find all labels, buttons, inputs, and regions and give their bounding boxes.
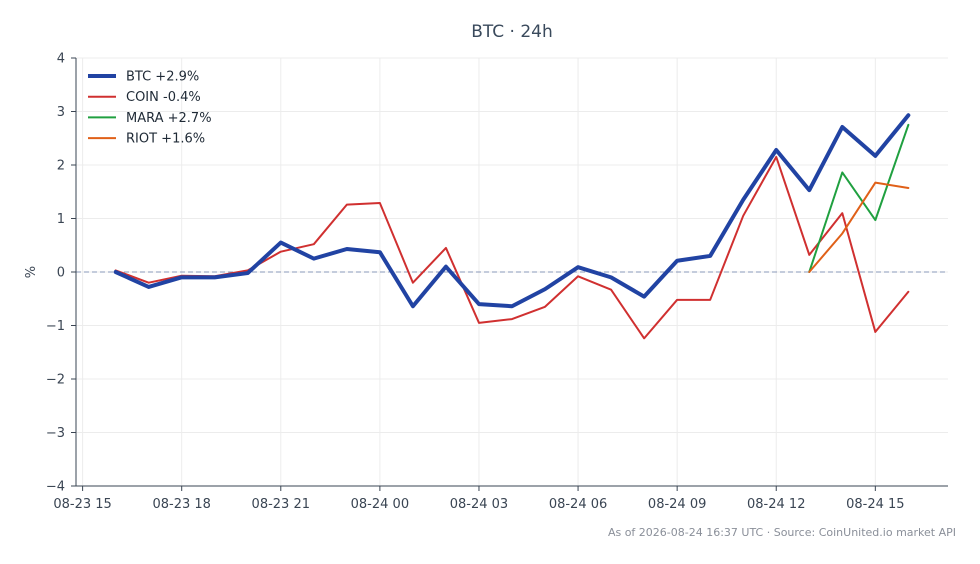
- x-tick-label: 08-24 15: [846, 497, 904, 512]
- chart-title: BTC · 24h: [471, 22, 553, 42]
- legend-label: BTC +2.9%: [126, 70, 199, 85]
- x-tick-label: 08-24 09: [648, 497, 706, 512]
- grid-lines: [76, 57, 948, 487]
- y-tick-label: 1: [57, 212, 65, 227]
- x-tick-label: 08-24 12: [747, 497, 805, 512]
- x-tick-label: 08-24 03: [450, 497, 508, 512]
- series-line-coin: [114, 155, 910, 340]
- y-tick-label: 2: [57, 159, 65, 174]
- legend-label: COIN -0.4%: [126, 90, 201, 105]
- y-tick-label: −1: [46, 319, 65, 334]
- legend: BTC +2.9% COIN -0.4% MARA +2.7% RIOT +1.6%: [88, 70, 212, 147]
- y-axis-label: %: [24, 266, 39, 278]
- axes: −4 −3 −2 −1 0 1 2 3 4 08-23 15 08-23 18 08-23 21 08-…: [46, 52, 948, 512]
- x-tick-label: 08-23 18: [152, 497, 210, 512]
- series-lines: [113, 113, 911, 340]
- series-line-btc: [113, 113, 911, 309]
- x-tick-label: 08-24 06: [549, 497, 607, 512]
- y-tick-label: 3: [57, 105, 65, 120]
- y-tick-label: −3: [46, 426, 65, 441]
- x-tick-label: 08-23 15: [53, 497, 111, 512]
- source-footer: As of 2026-08-24 16:37 UTC · Source: Coi…: [607, 526, 956, 539]
- y-tick-label: 4: [57, 52, 65, 67]
- y-tick-label: −2: [46, 373, 65, 388]
- series-line-riot: [808, 181, 910, 273]
- y-tick-label: −4: [46, 480, 65, 495]
- x-tick-label: 08-23 21: [252, 497, 310, 512]
- y-tick-label: 0: [57, 266, 65, 281]
- legend-label: MARA +2.7%: [126, 111, 212, 126]
- legend-label: RIOT +1.6%: [126, 132, 205, 147]
- series-line-mara: [808, 123, 910, 273]
- x-tick-label: 08-24 00: [351, 497, 409, 512]
